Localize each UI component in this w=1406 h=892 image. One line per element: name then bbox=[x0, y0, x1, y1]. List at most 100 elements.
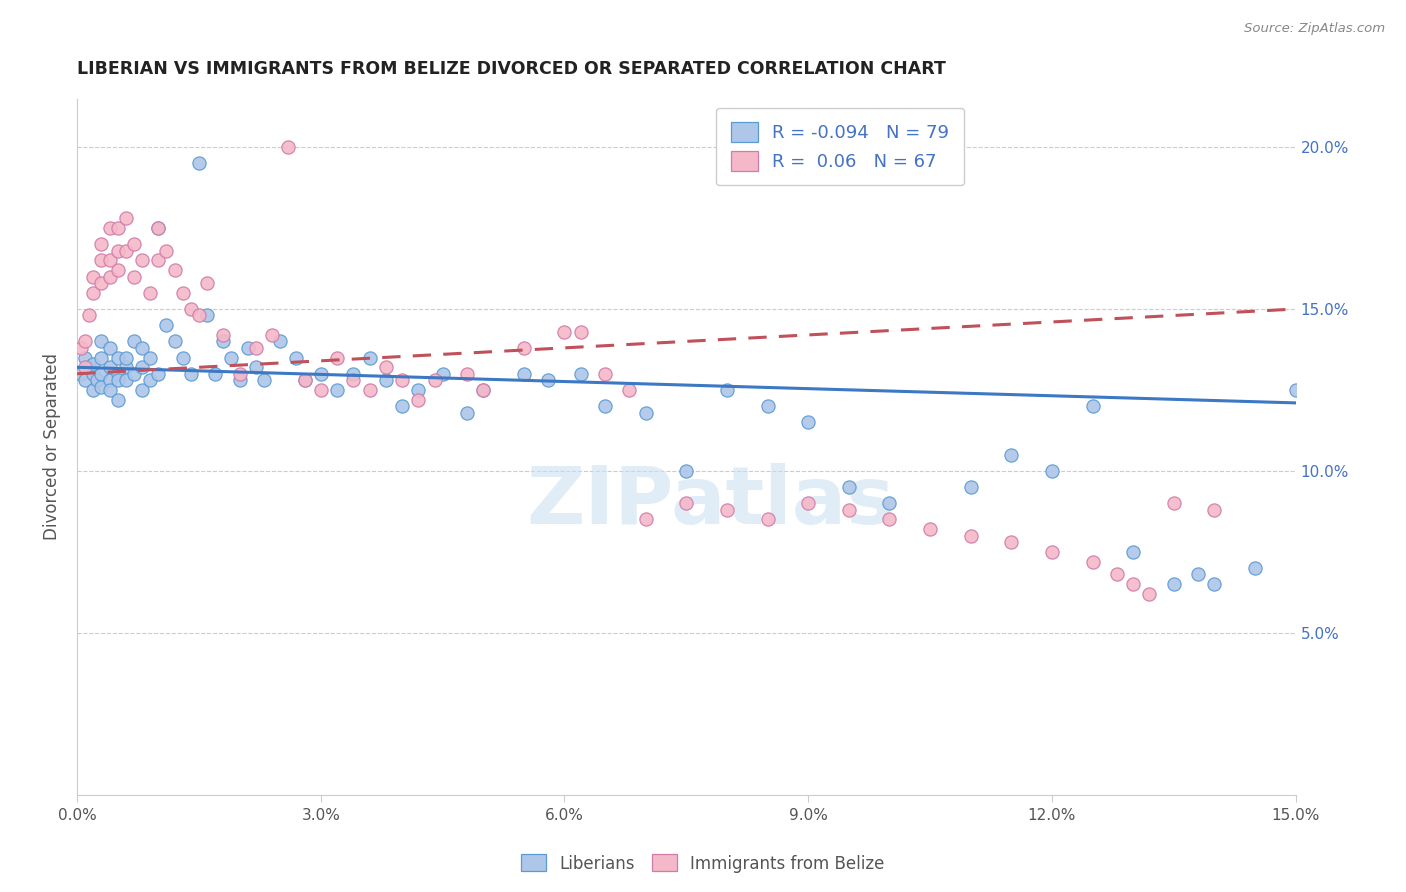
Point bbox=[122, 237, 145, 252]
Point bbox=[70, 341, 93, 355]
Point bbox=[90, 367, 112, 381]
Point bbox=[277, 140, 299, 154]
Point bbox=[285, 351, 308, 365]
Point bbox=[82, 269, 104, 284]
Point bbox=[90, 253, 112, 268]
Point bbox=[212, 334, 235, 349]
Point bbox=[716, 502, 738, 516]
Point bbox=[82, 383, 104, 397]
Y-axis label: Divorced or Separated: Divorced or Separated bbox=[44, 353, 60, 540]
Point bbox=[98, 253, 121, 268]
Point bbox=[148, 221, 170, 235]
Point bbox=[114, 373, 136, 387]
Point bbox=[114, 211, 136, 226]
Point bbox=[172, 351, 194, 365]
Point bbox=[148, 221, 170, 235]
Point bbox=[294, 373, 316, 387]
Point bbox=[253, 373, 276, 387]
Text: Source: ZipAtlas.com: Source: ZipAtlas.com bbox=[1244, 22, 1385, 36]
Point bbox=[82, 357, 104, 371]
Point bbox=[114, 351, 136, 365]
Point bbox=[131, 360, 153, 375]
Point bbox=[879, 512, 901, 526]
Point bbox=[1000, 535, 1022, 549]
Point bbox=[326, 351, 349, 365]
Point bbox=[513, 341, 536, 355]
Legend: R = -0.094   N = 79, R =  0.06   N = 67: R = -0.094 N = 79, R = 0.06 N = 67 bbox=[716, 108, 963, 186]
Point bbox=[163, 334, 186, 349]
Legend: Liberians, Immigrants from Belize: Liberians, Immigrants from Belize bbox=[515, 847, 891, 880]
Point bbox=[1122, 545, 1144, 559]
Point bbox=[107, 367, 129, 381]
Point bbox=[75, 360, 97, 375]
Point bbox=[342, 373, 364, 387]
Point bbox=[797, 415, 820, 429]
Point bbox=[236, 341, 259, 355]
Point bbox=[212, 327, 235, 342]
Point bbox=[406, 392, 429, 407]
Point bbox=[98, 373, 121, 387]
Point bbox=[959, 528, 981, 542]
Point bbox=[1040, 545, 1063, 559]
Point bbox=[391, 373, 413, 387]
Point bbox=[675, 464, 697, 478]
Point bbox=[131, 383, 153, 397]
Point bbox=[1081, 555, 1104, 569]
Point bbox=[675, 496, 697, 510]
Point bbox=[98, 341, 121, 355]
Point bbox=[139, 285, 162, 300]
Point bbox=[359, 383, 381, 397]
Point bbox=[204, 367, 226, 381]
Point bbox=[537, 373, 560, 387]
Point bbox=[75, 334, 97, 349]
Point bbox=[228, 373, 250, 387]
Point bbox=[716, 383, 738, 397]
Point bbox=[90, 237, 112, 252]
Point bbox=[1163, 496, 1185, 510]
Point bbox=[98, 269, 121, 284]
Point bbox=[756, 399, 779, 413]
Point bbox=[107, 263, 129, 277]
Point bbox=[879, 496, 901, 510]
Point bbox=[359, 351, 381, 365]
Point bbox=[569, 367, 592, 381]
Point bbox=[326, 383, 349, 397]
Point bbox=[374, 360, 396, 375]
Point bbox=[1187, 567, 1209, 582]
Point bbox=[75, 373, 97, 387]
Point bbox=[107, 244, 129, 258]
Point bbox=[90, 334, 112, 349]
Point bbox=[472, 383, 495, 397]
Point bbox=[391, 399, 413, 413]
Point bbox=[131, 253, 153, 268]
Point bbox=[180, 367, 202, 381]
Point bbox=[1204, 577, 1226, 591]
Point bbox=[122, 367, 145, 381]
Point bbox=[107, 221, 129, 235]
Point bbox=[90, 276, 112, 290]
Point bbox=[1040, 464, 1063, 478]
Text: ZIPatlas: ZIPatlas bbox=[527, 463, 894, 541]
Point bbox=[139, 373, 162, 387]
Point bbox=[456, 406, 478, 420]
Point bbox=[260, 327, 283, 342]
Point bbox=[1105, 567, 1128, 582]
Point bbox=[114, 244, 136, 258]
Point bbox=[90, 351, 112, 365]
Point bbox=[77, 360, 100, 375]
Point bbox=[148, 367, 170, 381]
Point bbox=[122, 269, 145, 284]
Point bbox=[107, 392, 129, 407]
Point bbox=[163, 263, 186, 277]
Point bbox=[245, 360, 267, 375]
Point bbox=[634, 406, 657, 420]
Point bbox=[98, 383, 121, 397]
Point bbox=[553, 325, 575, 339]
Point bbox=[155, 318, 177, 333]
Point bbox=[221, 351, 243, 365]
Point bbox=[838, 502, 860, 516]
Point bbox=[90, 380, 112, 394]
Point bbox=[472, 383, 495, 397]
Point bbox=[122, 334, 145, 349]
Point bbox=[75, 351, 97, 365]
